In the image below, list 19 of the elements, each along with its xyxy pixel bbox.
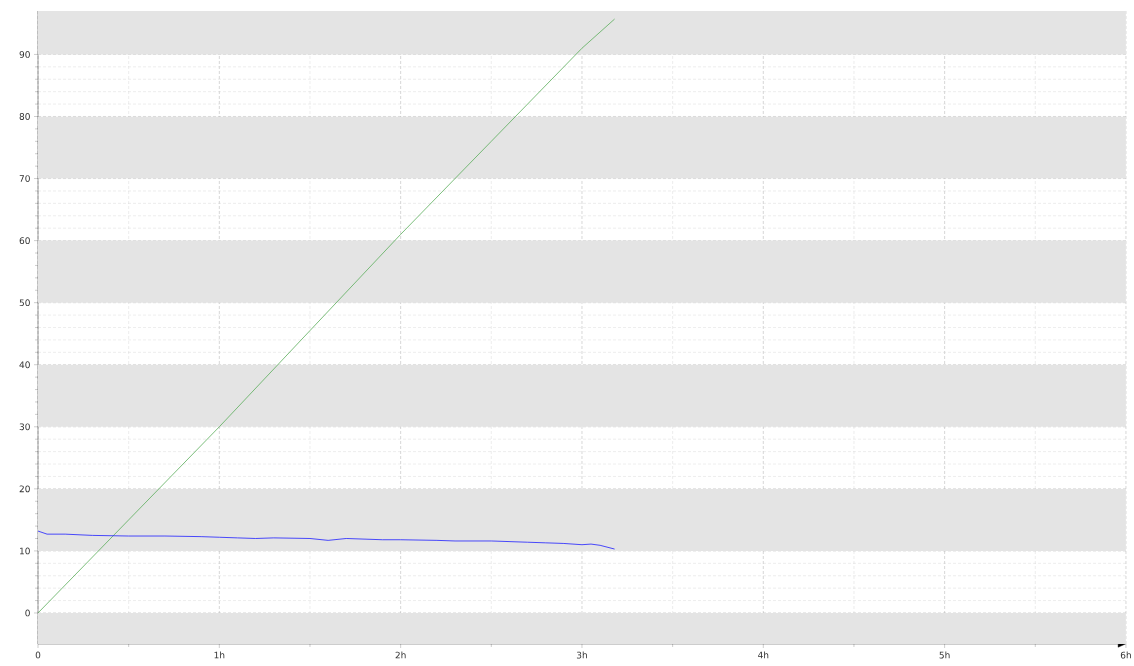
- y-tick-label: 20: [19, 485, 30, 493]
- x-tick-label: 0: [35, 651, 41, 659]
- x-tick-label: 3h: [576, 651, 587, 659]
- y-tick-label: 30: [19, 423, 30, 431]
- line-series: [38, 18, 616, 614]
- y-tick-label: 60: [19, 237, 30, 245]
- y-tick-label: 50: [19, 299, 30, 307]
- y-tick-label: 10: [20, 547, 30, 555]
- line-series: [38, 530, 616, 550]
- y-tick-label: 90: [19, 51, 30, 58]
- y-tick-label: 80: [19, 113, 30, 120]
- y-tick-label: 70: [19, 175, 30, 182]
- x-tick-label: 4h: [758, 651, 769, 659]
- y-tick-label: 0: [25, 609, 30, 617]
- y-tick-label: 40: [19, 361, 30, 369]
- x-tick-label: 1h: [214, 651, 225, 659]
- x-tick-label: 6h: [1120, 651, 1131, 659]
- x-tick-label: 2h: [395, 651, 406, 659]
- x-tick-label: 5h: [939, 651, 950, 659]
